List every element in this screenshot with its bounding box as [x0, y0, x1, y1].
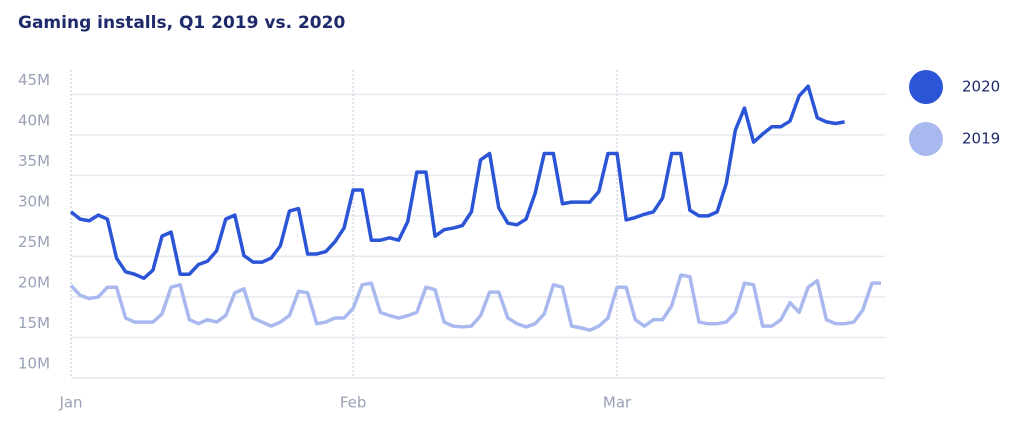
- y-tick-label: 20M: [18, 273, 50, 291]
- legend-marker: [909, 122, 943, 156]
- y-tick-label: 30M: [18, 192, 50, 210]
- line: [69, 84, 845, 281]
- y-tick-label: 45M: [18, 71, 50, 89]
- y-tick-label: 10M: [18, 355, 50, 373]
- y-tick-label: 15M: [18, 314, 50, 332]
- y-tick-label: 25M: [18, 233, 50, 251]
- x-tick-label: Jan: [58, 394, 82, 412]
- y-tick-label: 35M: [18, 152, 50, 170]
- x-tick-label: Mar: [603, 394, 632, 412]
- chart-title: Gaming installs, Q1 2019 vs. 2020: [18, 13, 345, 33]
- y-tick-label: 40M: [18, 111, 50, 129]
- line: [69, 273, 881, 332]
- legend-label: 2020: [962, 78, 1000, 96]
- legend-label: 2019: [962, 130, 1000, 148]
- x-tick-label: Feb: [340, 394, 367, 412]
- legend-marker: [909, 70, 943, 104]
